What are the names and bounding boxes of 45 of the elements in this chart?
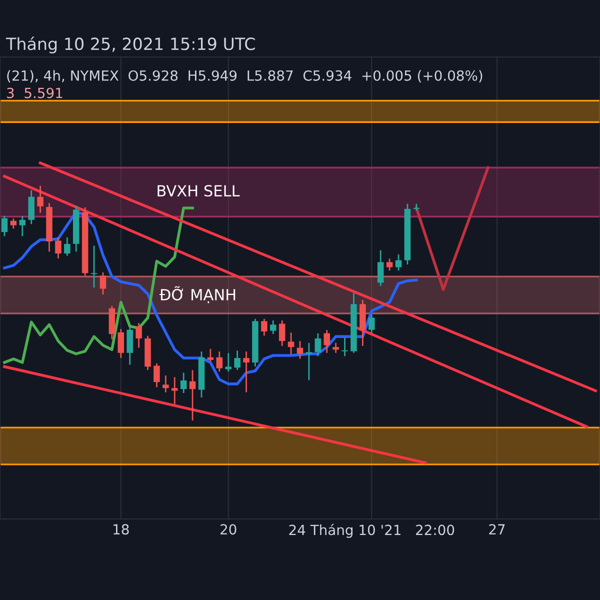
chart-subtitle: (21), 4h, NYMEX O5.928 H5.949 L5.887 C5.934 +0.005 (+0.08%) [7, 70, 482, 82]
x-tick-label: 20 [220, 524, 236, 535]
candlestick [126, 327, 133, 365]
candlestick [154, 363, 160, 388]
candlestick [342, 338, 348, 356]
band-label: ĐỠ MẠNH [159, 286, 236, 304]
chart-title: Tháng 10 25, 2021 15:19 UTC [6, 36, 255, 54]
candlestick [28, 190, 34, 224]
candlestick [207, 348, 214, 362]
candlestick [288, 332, 294, 355]
x-tick-label: 27 [489, 524, 505, 534]
candlestick [180, 372, 187, 394]
candlestick [261, 318, 268, 336]
candlestick [216, 352, 223, 372]
x-tick-label: 18 [114, 524, 129, 535]
candlestick [118, 329, 124, 358]
candlestick [90, 246, 98, 288]
candlestick [171, 377, 178, 404]
candlestick [1, 216, 8, 236]
candlestick [332, 342, 339, 353]
x-tick-label: 24 Tháng 10 '21 22:00 [289, 524, 454, 538]
candlestick [162, 376, 169, 392]
candlestick [243, 352, 250, 392]
candlestick [413, 204, 420, 210]
candlestick [234, 350, 240, 370]
candlestick [395, 254, 402, 271]
candlestick [189, 370, 196, 421]
candlestick [100, 272, 106, 295]
candlestick [296, 341, 304, 359]
candlestick [270, 320, 276, 334]
text: 3 5.591 [7, 88, 62, 98]
candlestick [278, 320, 286, 346]
candlestick [368, 314, 375, 334]
candlestick [136, 323, 142, 348]
candlestick [386, 258, 393, 271]
candlestick [314, 333, 322, 356]
candlestick [324, 330, 330, 353]
candlestick [55, 237, 62, 258]
candlestick [377, 250, 384, 286]
candlestick [64, 237, 70, 256]
candlestick [225, 353, 232, 372]
candlestick [37, 186, 44, 213]
candlestick [19, 216, 26, 236]
candlestick [306, 342, 312, 380]
band-label: BVXH SELL [158, 185, 240, 197]
